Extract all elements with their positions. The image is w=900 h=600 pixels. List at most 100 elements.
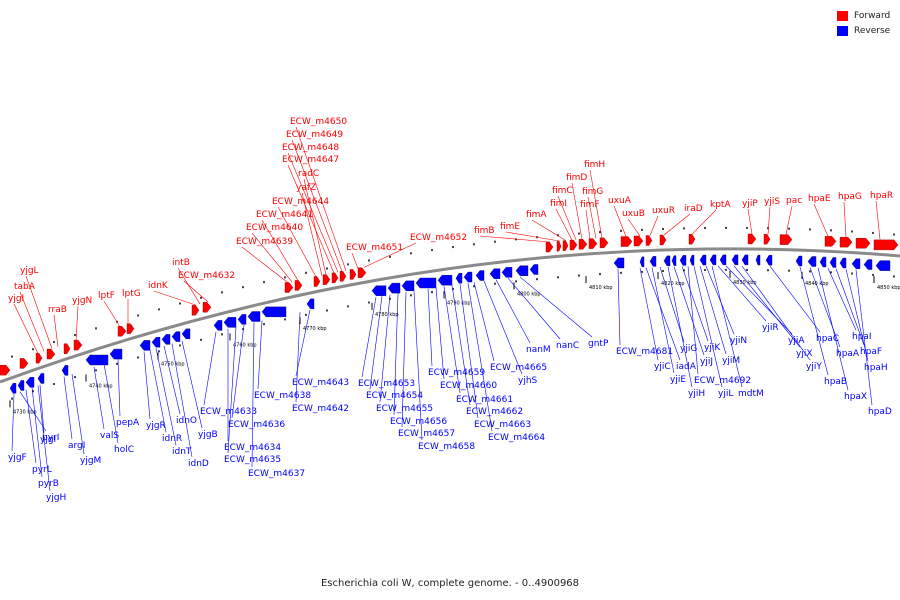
reverse-gene-label: yjiM	[722, 356, 740, 366]
reverse-gene-label: ECW_m4659	[428, 368, 485, 378]
leader-line	[733, 265, 801, 348]
leader-line	[427, 288, 433, 367]
forward-gene-27	[633, 235, 644, 247]
reverse-gene-label: ECW_m4643	[292, 378, 349, 388]
reverse-gene-label: yjiN	[730, 336, 747, 346]
reverse-gene-4	[37, 373, 45, 384]
reverse-gene-31	[613, 257, 625, 269]
leader-line	[295, 312, 301, 403]
feature-layer	[0, 233, 899, 394]
leader-line	[11, 393, 15, 452]
reverse-gene-label: ECW_m4656	[390, 417, 447, 427]
reverse-gene-label: hpaD	[868, 407, 892, 417]
forward-gene-1	[0, 364, 11, 376]
leader-line	[645, 267, 681, 361]
leader-line	[691, 209, 717, 235]
reverse-swatch	[837, 25, 848, 36]
forward-gene-4	[46, 348, 56, 360]
forward-gene-17	[349, 269, 357, 280]
reverse-gene-43	[755, 254, 761, 266]
forward-gene-label: ECW_m4650	[290, 117, 347, 127]
forward-gene-label: fimI	[550, 199, 567, 209]
reverse-gene-label: pyrL	[32, 465, 52, 475]
leader-line	[587, 196, 597, 239]
forward-gene-label: ECW_m4652	[410, 233, 467, 243]
forward-gene-26	[620, 236, 633, 247]
forward-gene-label: lptF	[98, 291, 115, 301]
leader-line	[277, 206, 317, 277]
reverse-gene-30	[529, 264, 539, 275]
leader-line	[203, 331, 217, 406]
axis-tick-label: 4760 kbp	[233, 342, 257, 348]
reverse-gene-32	[639, 256, 645, 268]
forward-gene-3	[35, 352, 43, 364]
forward-gene-label: idnK	[148, 281, 169, 291]
reverse-gene-label: ECW_m4663	[474, 420, 531, 430]
forward-gene-label: hpaE	[808, 194, 831, 204]
axis-tick-label: 4740 kbp	[89, 384, 113, 390]
reverse-gene-label: ECW_m4642	[292, 404, 349, 414]
axis-tick-label: 4780 kbp	[375, 312, 399, 318]
leader-line	[817, 267, 849, 391]
leader-line	[473, 282, 495, 362]
reverse-gene-14	[223, 317, 237, 328]
forward-gene-20	[556, 241, 562, 252]
leader-line	[717, 265, 767, 322]
leader-line	[37, 385, 51, 492]
leader-line	[295, 309, 311, 377]
forward-gene-21	[562, 240, 569, 251]
leader-line	[725, 265, 793, 335]
reverse-gene-label: pepA	[116, 418, 140, 428]
reverse-gene-label: gntP	[588, 339, 609, 349]
forward-gene-13	[313, 276, 321, 287]
reverse-gene-label: yjgH	[46, 493, 66, 503]
leader-line	[673, 266, 705, 356]
leader-line	[651, 267, 675, 374]
reverse-gene-label: valS	[100, 431, 119, 441]
forward-gene-6	[73, 339, 83, 351]
forward-gene-2	[19, 358, 29, 369]
reverse-gene-label: nanM	[526, 345, 551, 355]
leader-line	[827, 268, 857, 331]
reverse-gene-label: yjgF	[8, 453, 27, 463]
forward-gene-33	[779, 234, 793, 245]
leader-line	[93, 366, 105, 430]
reverse-gene-label: hpaX	[844, 392, 867, 402]
reverse-gene-label: argI	[68, 441, 85, 451]
reverse-gene-19	[371, 285, 387, 296]
forward-gene-label: ECW_m4647	[282, 155, 339, 165]
forward-gene-label: kptA	[710, 200, 731, 210]
forward-gene-label: pac	[786, 196, 802, 206]
leader-line	[747, 208, 753, 235]
leader-line	[687, 266, 699, 375]
forward-gene-29	[659, 234, 667, 246]
reverse-gene-21	[401, 280, 415, 292]
leader-line	[71, 374, 85, 455]
reverse-gene-23	[437, 275, 453, 286]
leader-line	[155, 348, 177, 446]
reverse-gene-label: nanC	[556, 341, 579, 351]
reverse-gene-label: ECW_m4658	[418, 442, 475, 452]
reverse-gene-45	[795, 255, 803, 267]
tick-layer: 4730 kbp 4740 kbp 4750 kbp 4760 kbp 4770 kbp…	[9, 226, 900, 415]
leader-line	[519, 276, 593, 338]
reverse-gene-label: hpaF	[860, 347, 882, 357]
reverse-gene-16	[247, 311, 261, 322]
reverse-gene-5	[61, 365, 69, 376]
forward-gene-label: ECW_m4651	[346, 243, 403, 253]
reverse-gene-39	[709, 254, 717, 266]
reverse-gene-11	[171, 331, 181, 342]
leader-line	[361, 297, 377, 378]
leader-line	[25, 275, 53, 349]
leader-line	[261, 219, 299, 281]
reverse-gene-36	[679, 255, 687, 266]
reverse-gene-label: ECW_m4657	[398, 429, 455, 439]
leader-line	[183, 280, 209, 303]
reverse-gene-38	[699, 254, 707, 266]
reverse-gene-52	[875, 260, 891, 271]
reverse-gene-label: yjhS	[518, 376, 538, 386]
reverse-gene-label: hpaA	[836, 349, 860, 359]
axis-tick-label: 4840 kbp	[805, 281, 829, 287]
leader-line	[401, 292, 407, 428]
forward-gene-label: hpaR	[870, 191, 893, 201]
